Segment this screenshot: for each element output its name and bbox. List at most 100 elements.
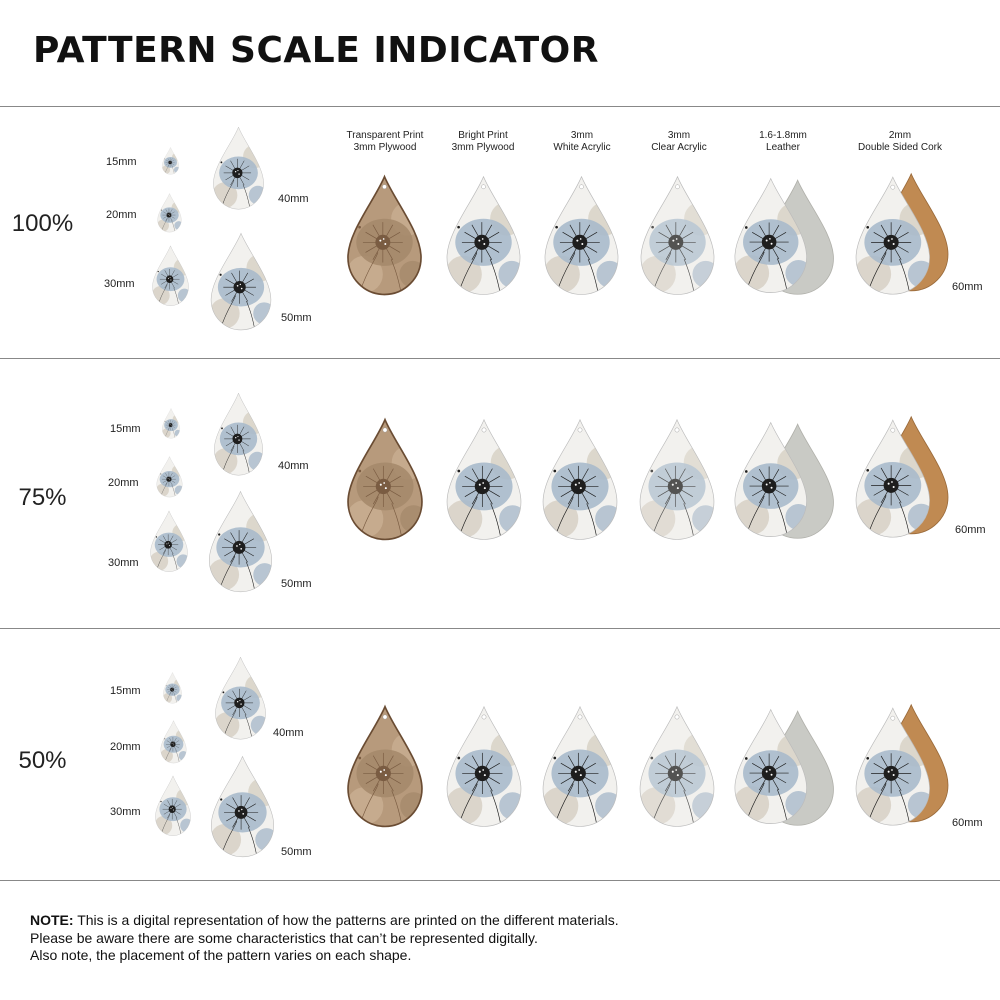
teardrop-sample-30mm: [150, 245, 191, 307]
teardrop-graphic: [210, 755, 275, 858]
scale-percentage: 75%: [18, 484, 67, 511]
size-label: 30mm: [108, 557, 139, 569]
teardrop-sample-40mm: [211, 392, 266, 477]
size-label: 15mm: [110, 685, 141, 697]
size-label: 30mm: [110, 806, 141, 818]
earring-leather: [730, 175, 840, 297]
material-header-line: 2mm: [888, 130, 912, 141]
teardrop-graphic: [544, 175, 619, 295]
teardrop-sample-15mm: [161, 147, 180, 175]
material-header-line: Bright Print: [458, 130, 508, 141]
material-header-line: 1.6-1.8mm: [759, 130, 807, 141]
teardrop-graphic: [214, 392, 263, 476]
earring-bright-plywood: [442, 705, 526, 829]
material-header-transparent-plywood: Transparent Print 3mm Plywood: [330, 130, 440, 154]
divider: [0, 106, 1000, 107]
material-header-line: 3mm: [570, 130, 594, 141]
size-label: 40mm: [273, 727, 304, 739]
teardrop-sample-20mm: [159, 720, 188, 764]
earring-cork: [851, 702, 953, 828]
teardrop-graphic: [347, 417, 423, 541]
teardrop-graphic: [639, 705, 715, 827]
size-label: 60mm: [952, 817, 983, 829]
teardrop-graphic: [855, 415, 949, 538]
size-label: 50mm: [281, 846, 312, 858]
size-label: 15mm: [106, 156, 137, 168]
material-header-line: Leather: [766, 142, 800, 153]
page-title: PATTERN SCALE INDICATOR: [33, 30, 600, 71]
material-header-white-acrylic: 3mm White Acrylic: [527, 130, 637, 154]
teardrop-sample-40mm: [210, 126, 267, 211]
teardrop-sample-20mm: [155, 456, 184, 498]
earring-clear-acrylic: [635, 418, 719, 542]
size-label: 15mm: [110, 423, 141, 435]
earring-white-acrylic: [538, 418, 622, 542]
teardrop-sample-30mm: [148, 510, 190, 573]
material-header-clear-acrylic: 3mm Clear Acrylic: [624, 130, 734, 154]
size-label: 40mm: [278, 193, 309, 205]
teardrop-sample-30mm: [153, 775, 193, 837]
size-label: 20mm: [106, 209, 137, 221]
size-label: 40mm: [278, 460, 309, 472]
teardrop-sample-50mm: [207, 232, 275, 332]
teardrop-sample-20mm: [156, 193, 183, 233]
size-label: 20mm: [110, 741, 141, 753]
size-label: 50mm: [281, 578, 312, 590]
earring-clear-acrylic: [635, 705, 719, 829]
teardrop-graphic: [155, 775, 191, 836]
note: NOTE: This is a digital representation o…: [30, 912, 619, 965]
teardrop-graphic: [213, 126, 264, 210]
material-header-line: White Acrylic: [553, 142, 611, 153]
earring-leather: [730, 705, 840, 829]
scale-percentage: 100%: [11, 210, 74, 237]
teardrop-graphic: [156, 456, 183, 498]
earring-leather: [730, 418, 840, 542]
earring-transparent-plywood: [343, 174, 426, 297]
material-header-bright-plywood: Bright Print 3mm Plywood: [428, 130, 538, 154]
teardrop-graphic: [152, 245, 189, 306]
teardrop-sample-50mm: [205, 490, 276, 594]
earring-cork: [851, 414, 953, 540]
note-label: NOTE:: [30, 912, 74, 928]
teardrop-graphic: [855, 703, 949, 826]
earring-cork: [851, 172, 953, 296]
teardrop-graphic: [162, 408, 180, 439]
size-label: 50mm: [281, 312, 312, 324]
teardrop-graphic: [734, 177, 834, 295]
teardrop-graphic: [160, 720, 187, 764]
size-label: 60mm: [952, 281, 983, 293]
size-label: 60mm: [955, 524, 986, 536]
material-header-leather: 1.6-1.8mm Leather: [728, 130, 838, 154]
size-label: 30mm: [104, 278, 135, 290]
earring-bright-plywood: [442, 418, 526, 542]
teardrop-graphic: [163, 672, 182, 704]
note-line: Also note, the placement of the pattern …: [30, 947, 412, 963]
teardrop-graphic: [347, 704, 423, 828]
teardrop-graphic: [446, 418, 522, 540]
teardrop-graphic: [150, 510, 188, 572]
material-header-line: Double Sided Cork: [858, 142, 942, 153]
teardrop-sample-40mm: [212, 656, 269, 741]
earring-transparent-plywood: [343, 704, 427, 829]
material-header-line: 3mm Plywood: [451, 142, 515, 153]
teardrop-graphic: [855, 172, 949, 295]
material-header-line: 3mm Plywood: [353, 142, 417, 153]
teardrop-sample-15mm: [161, 408, 181, 439]
teardrop-graphic: [639, 418, 715, 540]
teardrop-graphic: [210, 232, 272, 331]
teardrop-graphic: [215, 656, 266, 740]
teardrop-graphic: [446, 705, 522, 827]
earring-transparent-plywood: [343, 417, 427, 542]
teardrop-graphic: [208, 490, 273, 593]
teardrop-graphic: [446, 175, 521, 295]
teardrop-sample-50mm: [207, 755, 278, 859]
earring-white-acrylic: [538, 705, 622, 829]
note-text: This is a digital representation of how …: [77, 912, 619, 928]
earring-bright-plywood: [442, 175, 525, 297]
teardrop-graphic: [157, 193, 182, 233]
material-header-line: Clear Acrylic: [651, 142, 707, 153]
teardrop-graphic: [542, 705, 618, 827]
scale-percentage: 50%: [18, 747, 67, 774]
teardrop-sample-15mm: [162, 672, 183, 704]
teardrop-graphic: [734, 708, 834, 826]
